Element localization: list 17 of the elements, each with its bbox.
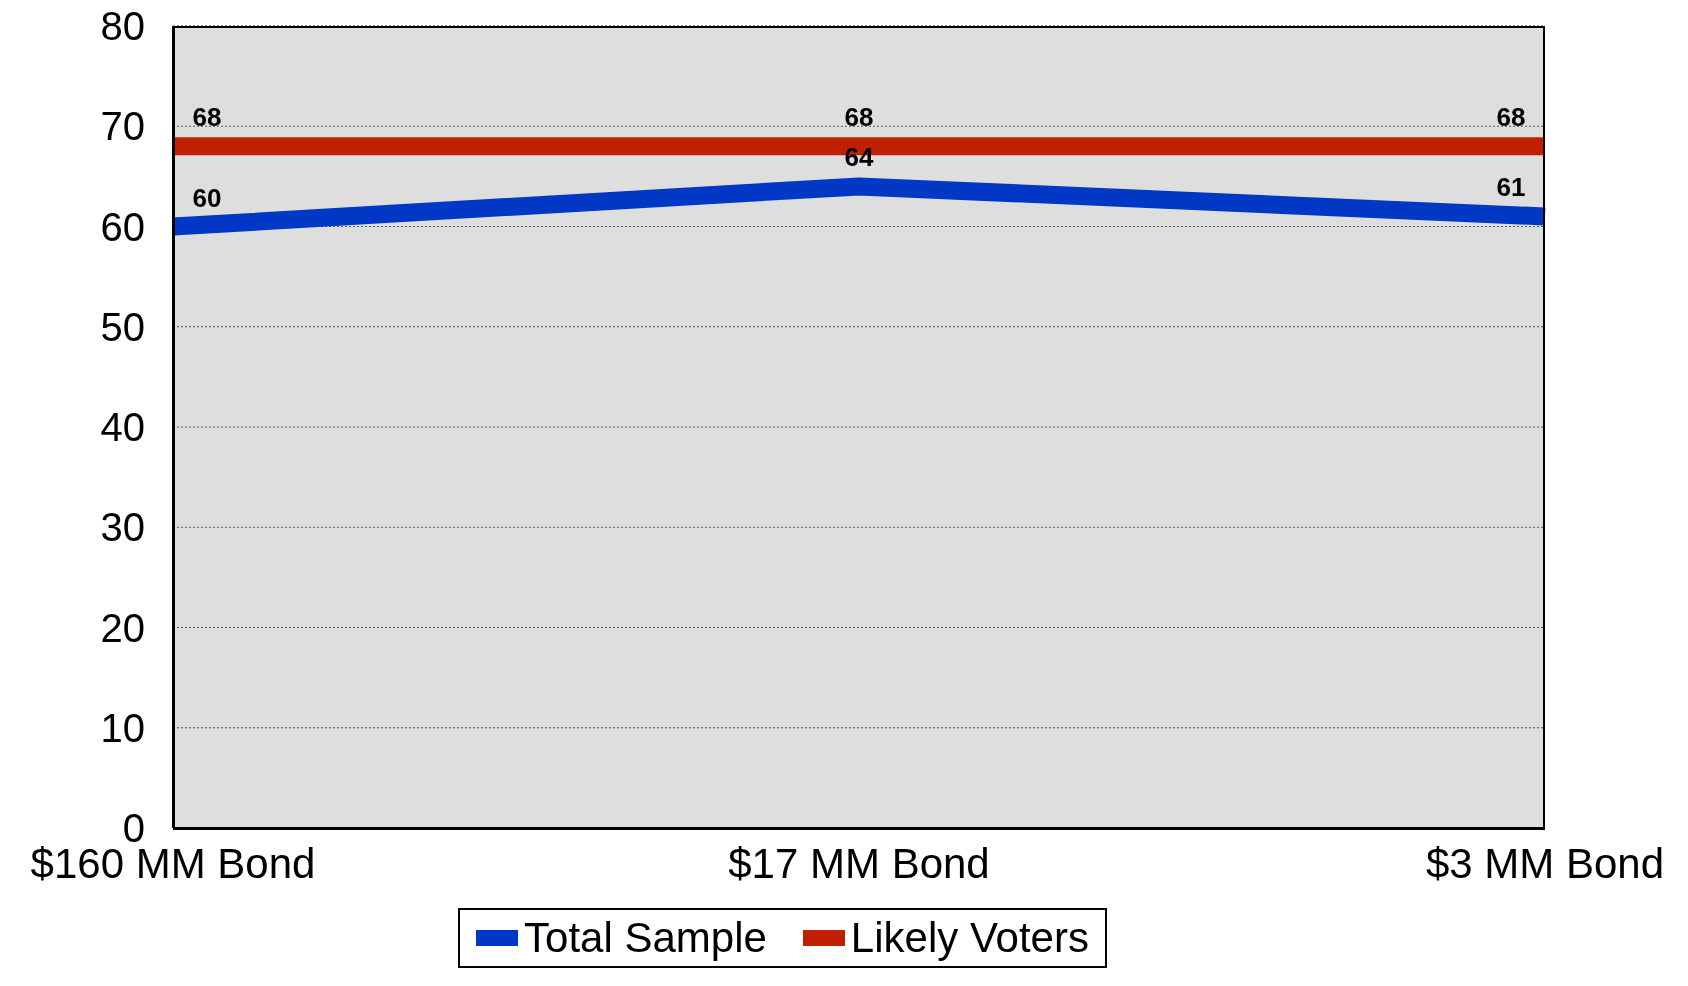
x-tick-label: $3 MM Bond bbox=[1425, 839, 1665, 887]
y-tick-label: 70 bbox=[100, 104, 145, 149]
y-tick-label: 80 bbox=[100, 4, 145, 49]
y-tick-label: 20 bbox=[100, 605, 145, 650]
y-tick-label: 40 bbox=[100, 405, 145, 450]
legend-label: Total Sample bbox=[524, 914, 767, 962]
y-tick-label: 10 bbox=[100, 705, 145, 750]
data-label: 68 bbox=[1496, 102, 1526, 133]
y-tick-label: 30 bbox=[100, 505, 145, 550]
y-tick-label: 60 bbox=[100, 204, 145, 249]
data-label: 61 bbox=[1496, 172, 1526, 203]
data-label: 68 bbox=[844, 102, 874, 133]
x-tick-label: $17 MM Bond bbox=[728, 839, 990, 887]
data-label: 60 bbox=[192, 182, 222, 213]
y-tick-label: 50 bbox=[100, 304, 145, 349]
legend-label: Likely Voters bbox=[850, 914, 1089, 962]
data-label: 68 bbox=[192, 102, 222, 133]
